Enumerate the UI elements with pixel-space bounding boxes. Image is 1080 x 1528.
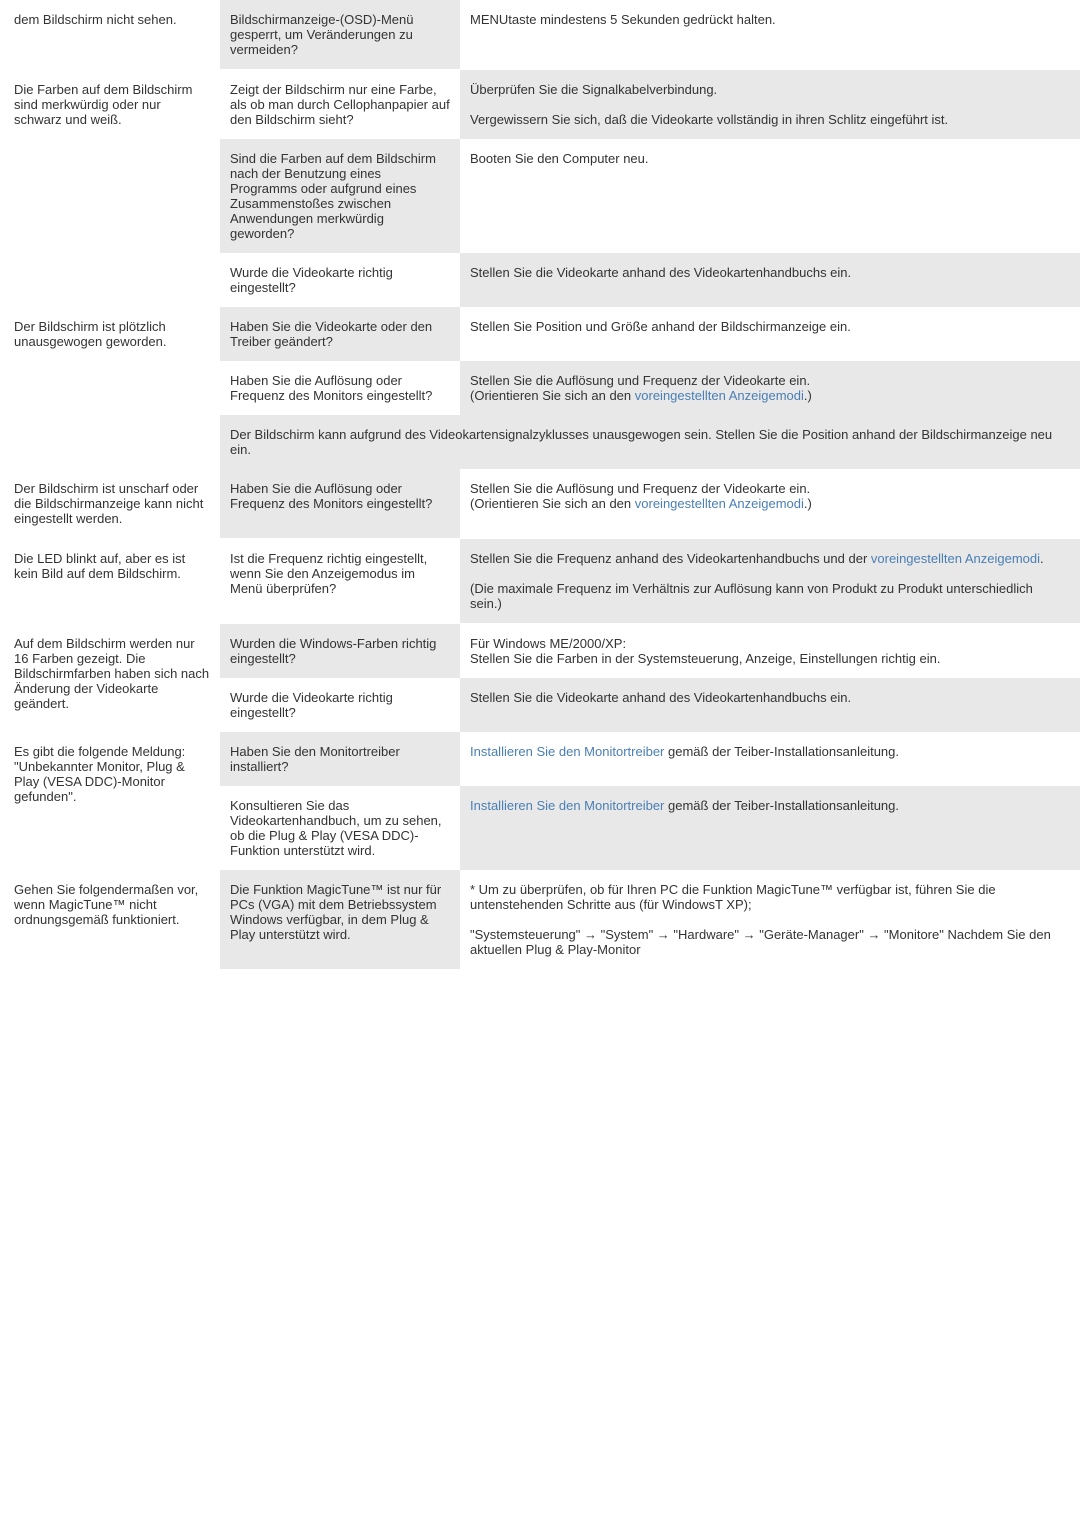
answer-cell: Stellen Sie Position und Größe anhand de… (460, 307, 1080, 361)
merged-cell: Der Bildschirm kann aufgrund des Videoka… (220, 415, 1080, 469)
question-cell: Die Funktion MagicTune™ ist nur für PCs … (220, 870, 460, 969)
question-cell: Haben Sie die Auflösung oder Frequenz de… (220, 361, 460, 415)
answer-cell: Stellen Sie die Auflösung und Frequenz d… (460, 469, 1080, 538)
question-cell: Zeigt der Bildschirm nur eine Farbe, als… (220, 70, 460, 139)
question-cell: Haben Sie die Auflösung oder Frequenz de… (220, 469, 460, 538)
answer-cell: Stellen Sie die Videokarte anhand des Vi… (460, 678, 1080, 732)
problem-cell: Gehen Sie folgendermaßen vor, wenn Magic… (0, 870, 220, 969)
answer-cell: Installieren Sie den Monitortreiber gemä… (460, 732, 1080, 786)
problem-cell: Es gibt die folgende Meldung: "Unbekannt… (0, 732, 220, 870)
question-cell: Ist die Frequenz richtig eingestellt, we… (220, 539, 460, 623)
answer-cell: Installieren Sie den Monitortreiber gemä… (460, 786, 1080, 870)
question-cell: Haben Sie den Monitortreiber installiert… (220, 732, 460, 786)
problem-cell: Auf dem Bildschirm werden nur 16 Farben … (0, 624, 220, 732)
answer-cell: Booten Sie den Computer neu. (460, 139, 1080, 253)
answer-cell: Stellen Sie die Auflösung und Frequenz d… (460, 361, 1080, 415)
question-cell: Haben Sie die Videokarte oder den Treibe… (220, 307, 460, 361)
problem-cell: Der Bildschirm ist plötzlich unausgewoge… (0, 307, 220, 469)
question-cell: Konsultieren Sie das Videokartenhandbuch… (220, 786, 460, 870)
question-cell: Sind die Farben auf dem Bildschirm nach … (220, 139, 460, 253)
question-cell: Wurde die Videokarte richtig eingestellt… (220, 253, 460, 307)
problem-cell: dem Bildschirm nicht sehen. (0, 0, 220, 69)
answer-cell: Stellen Sie die Videokarte anhand des Vi… (460, 253, 1080, 307)
answer-cell: Für Windows ME/2000/XP:Stellen Sie die F… (460, 624, 1080, 678)
problem-cell: Die Farben auf dem Bildschirm sind merkw… (0, 70, 220, 307)
question-cell: Wurden die Windows-Farben richtig einges… (220, 624, 460, 678)
answer-cell: Stellen Sie die Frequenz anhand des Vide… (460, 539, 1080, 623)
problem-cell: Der Bildschirm ist unscharf oder die Bil… (0, 469, 220, 538)
answer-cell: Überprüfen Sie die Signalkabelverbindung… (460, 70, 1080, 139)
answer-cell: MENUtaste mindestens 5 Sekunden gedrückt… (460, 0, 1080, 69)
question-cell: Wurde die Videokarte richtig eingestellt… (220, 678, 460, 732)
question-cell: Bildschirmanzeige-(OSD)-Menü gesperrt, u… (220, 0, 460, 69)
problem-cell: Die LED blinkt auf, aber es ist kein Bil… (0, 539, 220, 623)
answer-cell: * Um zu überprüfen, ob für Ihren PC die … (460, 870, 1080, 969)
